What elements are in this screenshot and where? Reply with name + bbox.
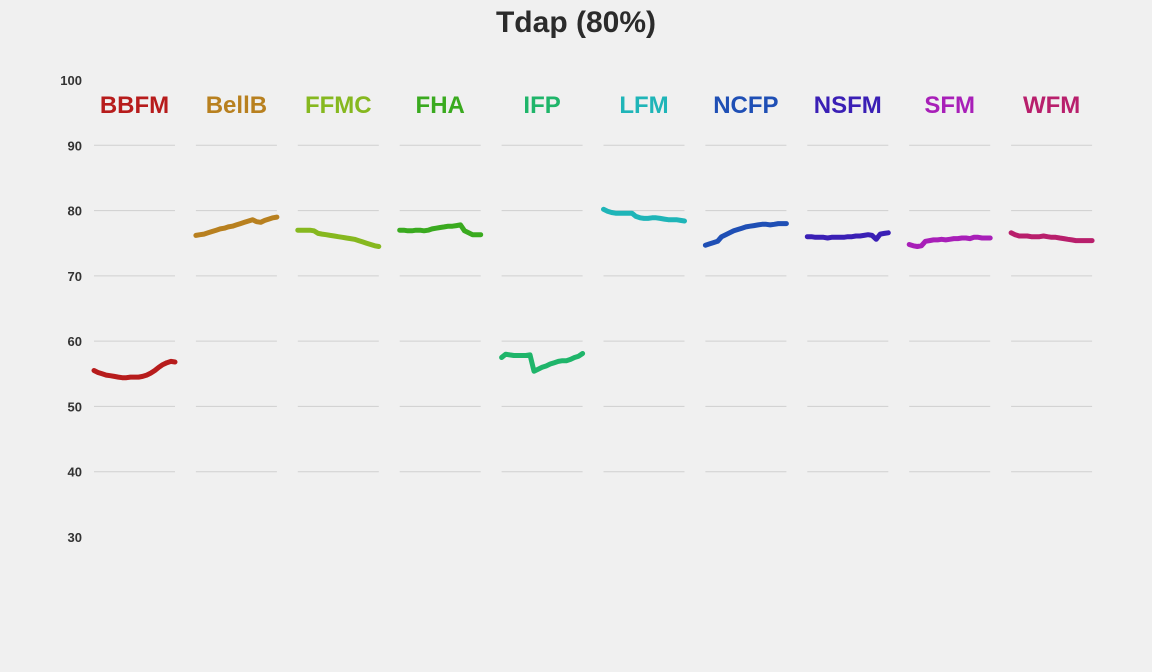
panel-label: BBFM	[100, 92, 169, 119]
series-line	[193, 214, 280, 238]
panel-label: IFP	[523, 92, 560, 119]
panel-label: FFMC	[305, 92, 372, 119]
panel-label: LFM	[619, 92, 668, 119]
series-line	[702, 221, 789, 248]
series-line	[804, 230, 891, 242]
series-line	[397, 222, 484, 238]
series-line	[906, 234, 993, 249]
panel-label: NCFP	[713, 92, 778, 119]
y-tick-label: 90	[68, 138, 82, 153]
series-line	[601, 206, 687, 224]
panel-label: SFM	[924, 92, 975, 119]
series-line	[499, 351, 586, 374]
panel-label: BellB	[206, 92, 267, 119]
y-tick-label: 60	[68, 334, 82, 349]
panel-label: FHA	[416, 92, 465, 119]
y-tick-label: 50	[68, 399, 82, 414]
y-tick-label: 100	[60, 73, 82, 88]
panel-label: NSFM	[814, 92, 882, 119]
chart-title: Tdap (80%)	[495, 6, 657, 39]
series-line	[295, 227, 382, 249]
y-tick-label: 70	[68, 269, 82, 284]
series-line	[1008, 230, 1095, 244]
y-tick-label: 30	[68, 530, 82, 545]
series-line	[91, 358, 178, 381]
panel-label: WFM	[1023, 92, 1080, 119]
y-tick-label: 40	[68, 465, 82, 480]
y-tick-label: 80	[68, 204, 82, 219]
